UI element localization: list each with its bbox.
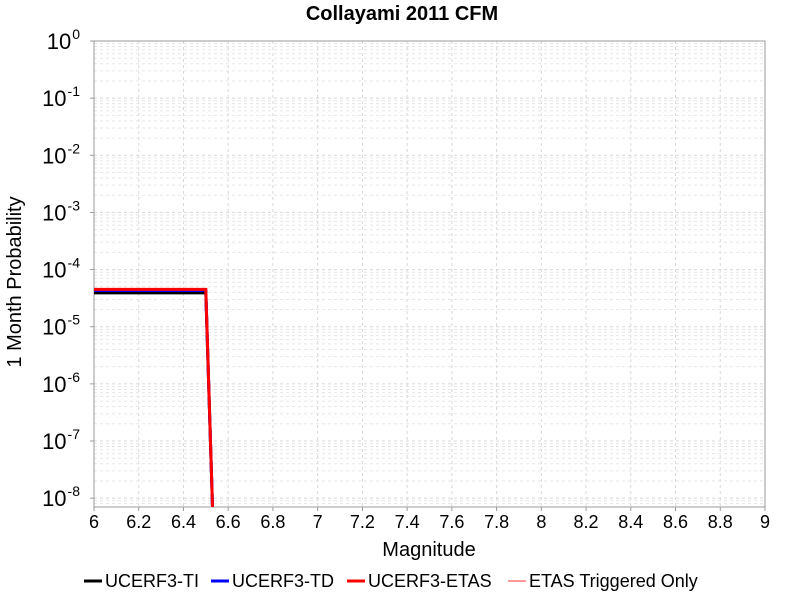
- legend-label-ucerf3-etas: UCERF3-ETAS: [368, 571, 492, 591]
- legend-label-ucerf3-ti: UCERF3-TI: [105, 571, 199, 591]
- series-line-ucerf3-etas: [94, 287, 214, 508]
- y-tick-label: 10-8: [42, 483, 80, 511]
- grid: [93, 40, 766, 508]
- series-layer: [94, 287, 214, 508]
- x-tick-label: 8.8: [708, 512, 733, 532]
- y-axis-label: 1 Month Probability: [4, 196, 26, 367]
- x-tick-label: 7: [313, 512, 323, 532]
- y-tick-exponent: 0: [72, 26, 80, 42]
- legend-label-etas-triggered-only: ETAS Triggered Only: [529, 571, 698, 591]
- x-axis-label: Magnitude: [382, 539, 475, 561]
- legend: UCERF3-TI UCERF3-TD UCERF3-ETAS ETAS Trigge…: [84, 571, 698, 591]
- x-tick-label: 7.2: [350, 512, 375, 532]
- y-tick-exponent: -4: [68, 255, 81, 271]
- y-tick-label: 10-7: [42, 426, 80, 454]
- x-tick-label: 8.2: [574, 512, 599, 532]
- x-tick-label: 8: [536, 512, 546, 532]
- y-tick-exponent: -6: [68, 369, 81, 385]
- x-axis-ticks: 6 6.2 6.4 6.6 6.8 7 7.2 7.4 7.6 7.8 8 8.2 8.4 8.6 8.8 9: [89, 507, 770, 532]
- y-tick-exponent: -2: [68, 140, 81, 156]
- x-tick-label: 6.4: [171, 512, 196, 532]
- chart-title: Collayami 2011 CFM: [306, 3, 498, 25]
- x-tick-label: 7.8: [484, 512, 509, 532]
- y-tick-exponent: -3: [68, 197, 81, 213]
- y-tick-exponent: -7: [68, 426, 81, 442]
- x-tick-label: 7.4: [395, 512, 420, 532]
- x-tick-label: 7.6: [439, 512, 464, 532]
- y-tick-exponent: -8: [68, 483, 81, 499]
- y-tick-exponent: -5: [68, 312, 81, 328]
- y-tick-exponent: -1: [68, 83, 81, 99]
- x-tick-label: 8.6: [663, 512, 688, 532]
- x-tick-label: 6.2: [126, 512, 151, 532]
- x-tick-label: 6: [89, 512, 99, 532]
- x-tick-label: 9: [760, 512, 770, 532]
- x-tick-label: 6.6: [216, 512, 241, 532]
- legend-label-ucerf3-td: UCERF3-TD: [232, 571, 334, 591]
- plot-area-frame: [93, 40, 766, 508]
- x-tick-label: 8.4: [618, 512, 643, 532]
- x-tick-label: 6.8: [260, 512, 285, 532]
